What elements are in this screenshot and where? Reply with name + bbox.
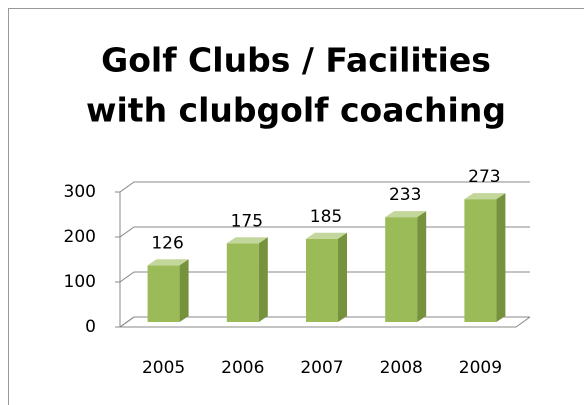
bar-side — [496, 193, 506, 322]
chart-subtitle: with clubgolf coaching — [86, 91, 506, 130]
data-label: 273 — [468, 167, 500, 187]
bar-top — [226, 237, 268, 244]
bar-top — [385, 211, 427, 218]
y-tick-label: 0 — [85, 317, 96, 337]
bar-front — [226, 243, 259, 322]
x-tick-label: 2008 — [380, 358, 423, 378]
grid-line — [119, 181, 530, 193]
x-tick-label: 2006 — [221, 358, 264, 378]
x-tick-label: 2009 — [459, 358, 502, 378]
x-tick-label: 2007 — [300, 358, 343, 378]
data-label: 175 — [231, 211, 263, 231]
y-tick-label: 200 — [64, 227, 96, 247]
x-tick-label: 2005 — [142, 358, 185, 378]
chart-title: Golf Clubs / Facilities — [101, 41, 491, 80]
y-tick-label: 100 — [64, 272, 96, 292]
data-label: 185 — [310, 207, 342, 227]
data-label: 233 — [389, 185, 421, 205]
data-label: 126 — [151, 233, 183, 253]
bar-front — [464, 199, 497, 322]
bar-top — [147, 259, 189, 266]
bar-side — [258, 237, 268, 322]
bar-front — [306, 238, 338, 322]
bar-side — [417, 211, 427, 322]
y-tick-label: 300 — [64, 182, 96, 202]
bar-front — [385, 217, 418, 322]
bar-top — [306, 232, 347, 239]
bar-side — [338, 232, 347, 322]
bar-top — [464, 193, 506, 200]
bar-front — [147, 265, 180, 322]
bar-side — [179, 259, 189, 322]
